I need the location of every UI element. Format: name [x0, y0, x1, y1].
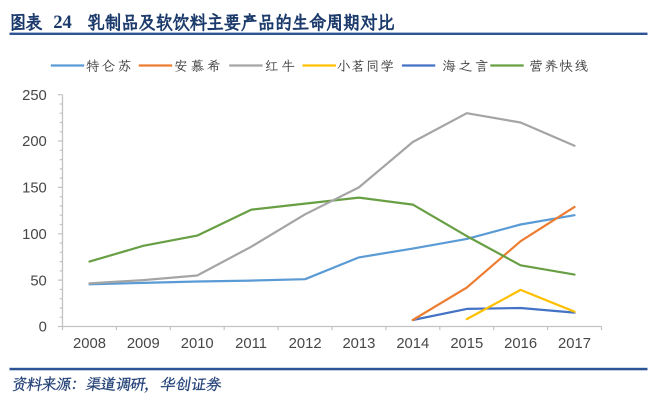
svg-text:2010: 2010 — [181, 336, 214, 352]
svg-text:0: 0 — [39, 320, 47, 336]
svg-text:2008: 2008 — [73, 336, 106, 352]
svg-text:2013: 2013 — [342, 336, 375, 352]
svg-text:2011: 2011 — [235, 336, 267, 352]
svg-text:2017: 2017 — [558, 336, 591, 352]
svg-text:250: 250 — [22, 88, 47, 104]
svg-text:200: 200 — [22, 134, 47, 150]
svg-text:150: 150 — [22, 181, 47, 197]
svg-text:2009: 2009 — [127, 336, 160, 352]
svg-text:50: 50 — [30, 273, 46, 289]
svg-text:2015: 2015 — [450, 336, 483, 352]
svg-text:24: 24 — [53, 12, 72, 33]
svg-text:100: 100 — [22, 227, 47, 243]
svg-text:2016: 2016 — [504, 336, 537, 352]
svg-text:2012: 2012 — [289, 336, 322, 352]
svg-text:2014: 2014 — [396, 336, 429, 352]
